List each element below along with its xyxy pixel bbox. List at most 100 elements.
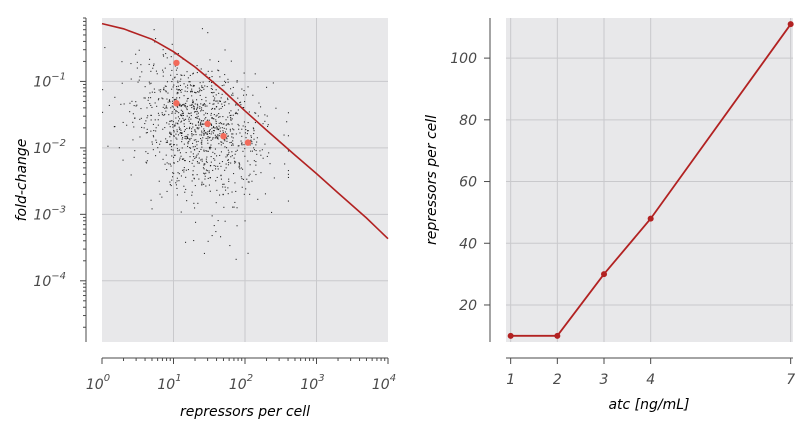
noise-dot	[152, 135, 154, 137]
noise-dot	[177, 150, 179, 152]
repressor-point	[554, 332, 561, 339]
noise-dot	[180, 132, 182, 134]
noise-dot	[232, 133, 234, 135]
noise-dot	[163, 114, 165, 116]
noise-dot	[156, 105, 158, 107]
noise-dot	[212, 137, 214, 139]
noise-dot	[205, 112, 207, 114]
noise-dot	[183, 119, 185, 121]
noise-dot	[235, 133, 237, 135]
noise-dot	[175, 69, 177, 71]
noise-dot	[251, 143, 253, 145]
noise-dot	[186, 107, 188, 109]
noise-dot	[186, 109, 188, 111]
noise-dot	[211, 117, 213, 119]
noise-dot	[157, 112, 159, 114]
noise-dot	[237, 109, 239, 111]
noise-dot	[209, 132, 211, 134]
highlight-points	[173, 59, 252, 146]
noise-dot	[170, 143, 172, 145]
noise-dot	[217, 165, 219, 167]
noise-dot	[192, 159, 194, 161]
noise-dot	[206, 170, 208, 172]
left-noise-cloud	[102, 28, 289, 260]
noise-dot	[171, 100, 173, 102]
noise-dot	[175, 133, 177, 135]
noise-dot	[240, 167, 242, 169]
noise-dot	[225, 119, 227, 121]
noise-dot	[215, 94, 217, 96]
noise-dot	[201, 141, 203, 143]
noise-dot	[172, 176, 174, 178]
noise-dot	[197, 128, 199, 130]
noise-dot	[234, 182, 236, 184]
repressor-point	[507, 332, 514, 339]
noise-dot	[176, 88, 178, 90]
noise-dot	[249, 173, 251, 175]
noise-dot	[200, 148, 202, 150]
noise-dot	[185, 152, 187, 154]
noise-dot	[152, 123, 154, 125]
noise-dot	[206, 105, 208, 107]
noise-dot	[192, 105, 194, 107]
noise-dot	[155, 70, 157, 72]
noise-dot	[229, 245, 231, 247]
theory-curve	[101, 22, 389, 240]
noise-dot	[233, 129, 235, 131]
noise-dot	[196, 113, 198, 115]
noise-dot	[226, 123, 228, 125]
noise-dot	[150, 114, 152, 116]
noise-dot	[162, 158, 164, 160]
noise-dot	[218, 70, 220, 72]
noise-dot	[150, 199, 152, 201]
noise-dot	[213, 91, 215, 93]
noise-dot	[133, 156, 135, 158]
noise-dot	[181, 132, 183, 134]
noise-dot	[189, 84, 191, 86]
noise-dot	[177, 122, 179, 124]
noise-dot	[138, 79, 140, 81]
noise-dot	[169, 131, 171, 133]
noise-dot	[153, 136, 155, 138]
noise-dot	[213, 118, 215, 120]
noise-dot	[206, 86, 208, 88]
noise-dot	[155, 130, 157, 132]
noise-dot	[170, 185, 172, 187]
noise-dot	[204, 85, 206, 87]
right-y-tick-label: 100	[450, 51, 477, 67]
noise-dot	[147, 99, 149, 101]
noise-dot	[135, 105, 137, 107]
noise-dot	[226, 154, 228, 156]
noise-dot	[153, 63, 155, 65]
noise-dot	[199, 89, 201, 91]
noise-dot	[287, 150, 289, 152]
noise-dot	[146, 162, 148, 164]
noise-dot	[248, 175, 250, 177]
noise-dot	[174, 53, 176, 55]
noise-dot	[179, 157, 181, 159]
noise-dot	[187, 77, 189, 79]
noise-dot	[179, 90, 181, 92]
noise-dot	[207, 139, 209, 141]
noise-dot	[222, 193, 224, 195]
noise-dot	[203, 130, 205, 132]
noise-dot	[169, 132, 171, 134]
noise-dot	[180, 132, 182, 134]
noise-dot	[176, 187, 178, 189]
noise-dot	[225, 82, 227, 84]
noise-dot	[163, 89, 165, 91]
noise-dot	[176, 93, 178, 95]
noise-dot	[224, 146, 226, 148]
noise-dot	[257, 198, 259, 200]
noise-dot	[188, 128, 190, 130]
noise-dot	[173, 144, 175, 146]
noise-dot	[135, 101, 137, 103]
noise-dot	[220, 141, 222, 143]
noise-dot	[169, 144, 171, 146]
noise-dot	[136, 61, 138, 63]
noise-dot	[181, 104, 183, 106]
noise-dot	[186, 100, 188, 102]
noise-dot	[194, 157, 196, 159]
noise-dot	[179, 103, 181, 105]
noise-dot	[181, 113, 183, 115]
